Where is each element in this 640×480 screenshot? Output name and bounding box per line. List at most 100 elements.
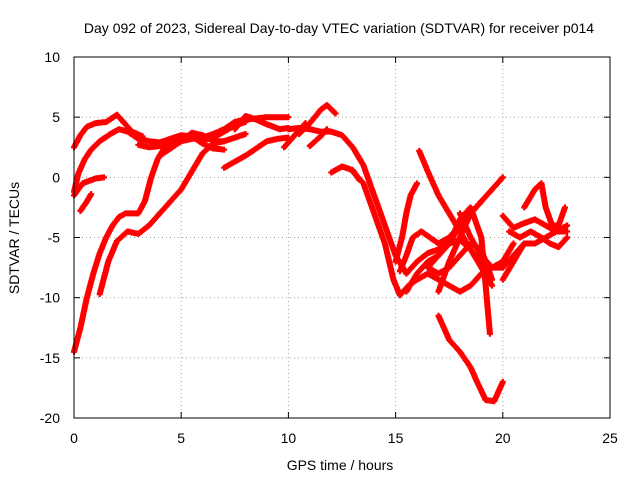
data-point-marks [113, 229, 130, 245]
data-point-marks [456, 210, 473, 240]
data-point-marks [403, 271, 420, 295]
data-point-marks [146, 211, 162, 229]
data-point-marks [446, 336, 462, 354]
x-tick-label: 20 [495, 430, 511, 446]
data-point-marks [478, 187, 495, 205]
data-point-marks [474, 378, 488, 402]
series-track-24 [435, 312, 506, 405]
data-point-marks [407, 180, 421, 199]
data-point-marks [371, 210, 388, 245]
data-point-marks [424, 253, 441, 271]
x-tick-label: 15 [388, 430, 404, 446]
data-point-marks [403, 193, 414, 217]
grid [74, 57, 610, 418]
data-point-marks [499, 240, 517, 265]
series-track-27 [506, 228, 571, 251]
data-point-marks [555, 204, 568, 229]
data-point-marks [435, 241, 452, 259]
y-tick-label: 10 [44, 49, 60, 65]
data-point-marks [77, 296, 90, 331]
data-point-marks [349, 144, 366, 167]
data-point-marks [317, 126, 330, 140]
data-point-marks [403, 259, 420, 277]
data-point-marks [491, 378, 506, 405]
data-point-marks [156, 199, 173, 217]
y-tick-label: -20 [40, 410, 60, 426]
series-track-17 [392, 180, 421, 265]
x-tick-label: 0 [70, 430, 78, 446]
data-points [71, 102, 571, 405]
data-point-marks [96, 235, 109, 257]
x-axis-title: GPS time / hours [287, 457, 394, 473]
x-tick-labels: 0 5 10 15 20 25 [70, 430, 618, 446]
data-point-marks [349, 168, 366, 186]
data-point-marks [105, 239, 120, 265]
data-point-marks [360, 162, 377, 197]
series-track-3 [71, 174, 108, 199]
data-point-marks [538, 180, 549, 209]
data-point-marks [499, 259, 516, 283]
data-point-marks [274, 134, 292, 142]
data-point-marks [467, 364, 480, 384]
data-point-marks [339, 132, 355, 150]
data-point-marks [210, 145, 228, 153]
data-point-marks [435, 260, 452, 295]
data-point-marks [178, 169, 195, 193]
data-point-marks [281, 133, 297, 151]
series-track-1 [71, 111, 146, 151]
data-point-marks [467, 234, 484, 258]
data-point-marks [306, 134, 323, 149]
data-point-marks [96, 260, 111, 298]
data-point-marks [360, 180, 377, 215]
y-tick-label: -15 [40, 350, 60, 366]
series-track-4 [77, 191, 95, 214]
data-point-marks [188, 151, 205, 175]
data-point-marks [381, 240, 397, 282]
data-point-marks [291, 120, 309, 139]
series-track-6 [96, 138, 228, 298]
data-point-marks [324, 102, 339, 117]
series-track-22 [424, 204, 493, 337]
data-point-marks [92, 174, 108, 182]
data-point-marks [555, 234, 571, 251]
data-point-marks [553, 228, 571, 235]
data-point-marks [414, 259, 430, 277]
data-point-marks [399, 211, 410, 241]
data-point-marks [489, 174, 506, 193]
data-point-marks [467, 270, 485, 289]
data-point-marks [521, 187, 538, 211]
data-point-marks [435, 312, 452, 342]
series-track-13 [281, 120, 309, 151]
x-tick-label: 10 [281, 430, 297, 446]
data-point-marks [446, 235, 463, 265]
series-track-10 [231, 113, 292, 133]
plot-frame [73, 56, 611, 419]
data-point-marks [467, 199, 484, 217]
data-point-marks [306, 108, 323, 127]
data-point-marks [435, 192, 452, 216]
chart-title: Day 092 of 2023, Sidereal Day-to-day VTE… [84, 20, 594, 36]
data-point-marks [416, 147, 431, 173]
data-point-marks [467, 246, 484, 270]
y-tick-label: -10 [40, 290, 60, 306]
data-point-marks [424, 168, 441, 197]
y-tick-label: -5 [48, 230, 61, 246]
data-point-marks [456, 348, 473, 370]
series-track-8 [156, 129, 249, 159]
y-tick-labels: -20 -15 -10 -5 0 5 10 [40, 49, 60, 426]
series-track-14 [306, 126, 330, 149]
series-track-9 [221, 134, 292, 171]
data-point-marks [199, 141, 216, 157]
data-point-marks [83, 191, 95, 205]
series-track-28 [499, 212, 571, 235]
y-tick-label: 0 [52, 169, 60, 185]
y-tick-label: 5 [52, 109, 60, 125]
series-track-29 [521, 180, 568, 229]
data-point-marks [510, 241, 527, 265]
data-point-marks [390, 276, 403, 297]
data-point-marks [371, 192, 388, 227]
data-point-marks [75, 157, 88, 177]
data-point-marks [446, 217, 463, 247]
x-tick-label: 25 [602, 430, 618, 446]
